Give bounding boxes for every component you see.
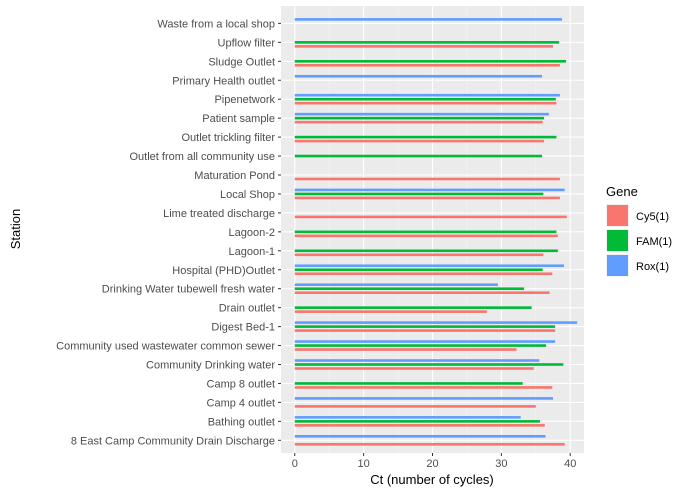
y-tick-label: Drinking Water tubewell fresh water [102,284,276,296]
bar [294,215,567,219]
y-tick-label: Lagoon-2 [229,227,276,239]
bar [294,45,554,48]
bar [294,416,521,419]
x-tick-label: 40 [564,458,576,470]
bar [294,424,545,427]
bar [294,397,554,400]
bar [294,139,545,143]
y-tick-labels: 8 East Camp Community Drain Discharge Bat… [56,18,281,447]
y-tick-label: Community used wastewater common sewer [56,341,275,353]
y-tick-label: Camp 4 outlet [207,397,275,409]
x-tick-label: 20 [426,458,438,470]
bar [294,253,544,257]
bar [294,272,553,276]
bar [294,196,560,200]
y-tick-label: Lime treated discharge [163,208,275,220]
y-tick-label: 8 East Camp Community Drain Discharge [71,435,275,447]
y-tick-label: Hospital (PHD)Outlet [172,265,275,277]
bar [294,435,546,438]
bar [294,154,542,158]
y-tick-label: Primary Health outlet [172,75,275,87]
y-tick-label: Lagoon-1 [229,246,276,258]
y-tick-label: Maturation Pond [194,170,275,182]
bar [294,188,565,192]
legend: Gene Cy5(1) FAM(1) Rox(1) [606,184,672,277]
bar [294,386,553,389]
bar [294,363,564,366]
x-axis-title: Ct (number of cycles) [370,472,494,487]
bar [294,325,556,328]
bar [294,234,558,238]
bar [294,329,556,332]
bar [294,287,525,290]
y-axis-title: Station [8,209,23,249]
bar [294,340,556,343]
bar [294,348,517,351]
bar [294,112,549,116]
bar [294,116,545,120]
y-tick-label: Digest Bed-1 [211,322,275,334]
bar [294,249,558,253]
bar [294,230,557,234]
bar [294,135,557,139]
bar [294,101,557,105]
legend-label: Rox(1) [636,261,669,273]
x-tick-label: 10 [358,458,370,470]
x-tick-label: 30 [495,458,507,470]
bar [294,405,536,408]
y-tick-label: Drain outlet [219,303,275,315]
bar [294,264,565,268]
legend-swatch [607,255,628,276]
bar [294,291,550,294]
y-tick-label: Sludge Outlet [208,56,275,68]
bar [294,310,487,313]
bar [294,60,567,63]
y-tick-label: Upflow filter [218,37,276,49]
bar-layer [294,18,578,446]
y-tick-label: Local Shop [220,189,275,201]
y-tick-label: Outlet trickling filter [181,132,275,144]
legend-label: Cy5(1) [636,211,669,223]
y-tick-label: Waste from a local shop [157,18,275,30]
y-tick-label: Patient sample [202,113,275,125]
legend-title: Gene [606,184,638,199]
bar [294,18,562,21]
bar [294,420,540,423]
bar [294,120,543,124]
bar [294,382,523,385]
y-tick-label: Outlet from all community use [130,151,276,163]
bar [294,367,534,370]
y-tick-label: Pipenetwork [214,94,275,106]
bar [294,177,560,181]
legend-swatch [607,205,628,226]
bar [294,64,560,67]
y-tick-label: Camp 8 outlet [207,378,275,390]
bar [294,306,532,309]
bar [294,192,544,196]
bar [294,359,540,362]
bar [294,443,565,446]
x-tick-labels: 0 10 20 30 40 [292,453,576,470]
bar [294,321,578,324]
y-tick-label: Bathing outlet [208,416,275,428]
x-tick-label: 0 [292,458,298,470]
legend-swatch [607,230,628,251]
bar [294,74,542,78]
bar [294,283,498,286]
bar [294,97,556,101]
bar [294,41,560,44]
legend-label: FAM(1) [636,236,672,248]
y-tick-label: Community Drinking water [146,360,275,372]
bar [294,93,560,97]
bar [294,344,547,347]
bar [294,268,543,272]
